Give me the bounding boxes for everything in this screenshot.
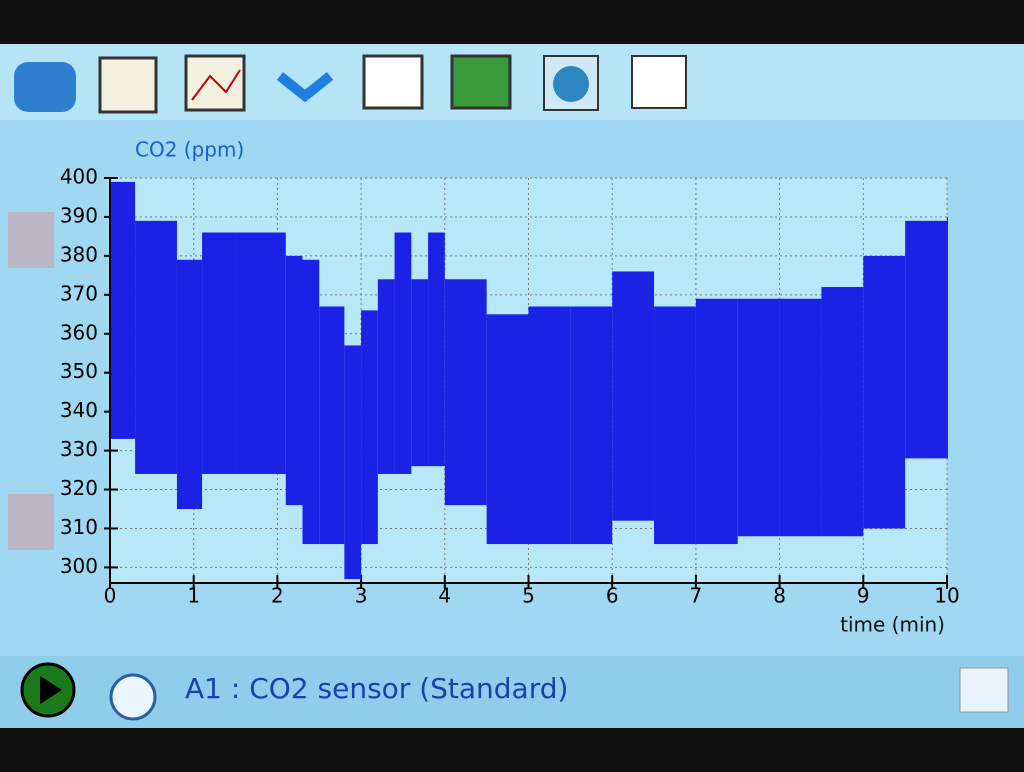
x-tick-label: 2 xyxy=(271,584,284,608)
y-tick-label: 390 xyxy=(60,203,98,227)
range-bar xyxy=(821,287,864,537)
range-bar xyxy=(411,279,429,467)
sensor-label: A1 : CO2 sensor (Standard) xyxy=(185,672,568,705)
y-tick-label: 340 xyxy=(60,398,98,422)
y-tick-label: 330 xyxy=(60,437,98,461)
y-tick-label: 360 xyxy=(60,320,98,344)
tab-image[interactable] xyxy=(450,54,512,110)
x-axis-label: time (min) xyxy=(840,613,945,637)
range-bar xyxy=(428,232,445,467)
tab-meter[interactable] xyxy=(98,56,158,114)
range-bar xyxy=(695,298,738,545)
x-tick-label: 9 xyxy=(857,584,870,608)
tab-notes[interactable] xyxy=(631,55,687,109)
range-bar xyxy=(302,259,320,545)
x-tick-label: 6 xyxy=(606,584,619,608)
y-tick-label: 310 xyxy=(60,515,98,539)
range-bar xyxy=(235,232,286,474)
range-bar xyxy=(779,298,822,537)
status-bar xyxy=(0,656,1024,728)
graph-glyph xyxy=(191,69,241,101)
range-bar xyxy=(444,279,487,506)
range-bar xyxy=(947,216,948,459)
scroll-up-button[interactable] xyxy=(8,212,54,268)
range-bar xyxy=(612,271,655,521)
tab-data[interactable] xyxy=(14,62,76,112)
toolbar-icons xyxy=(14,54,687,114)
home-button[interactable] xyxy=(959,667,1009,713)
x-tick-label: 5 xyxy=(522,584,535,608)
range-bar xyxy=(486,314,529,545)
range-bar xyxy=(377,279,395,474)
y-tick-label: 380 xyxy=(60,242,98,266)
y-tick-label: 350 xyxy=(60,359,98,383)
timer-button[interactable] xyxy=(109,673,157,721)
range-bar xyxy=(319,306,345,545)
x-tick-label: 8 xyxy=(773,584,786,608)
x-tick-label: 10 xyxy=(934,584,959,608)
y-tick-label: 320 xyxy=(60,476,98,500)
x-tick-label: 1 xyxy=(187,584,200,608)
tab-table[interactable] xyxy=(362,54,424,110)
range-bar xyxy=(202,232,236,474)
range-bar xyxy=(135,220,177,474)
range-bar xyxy=(528,306,571,545)
x-tick-label: 4 xyxy=(438,584,451,608)
range-bar xyxy=(905,220,947,459)
range-bar xyxy=(110,181,136,439)
range-bar xyxy=(863,255,906,529)
y-tick-label: 400 xyxy=(60,165,98,189)
play-glyph xyxy=(40,676,62,704)
x-tick-label: 7 xyxy=(690,584,703,608)
range-bar xyxy=(737,298,780,537)
scroll-down-button[interactable] xyxy=(8,494,54,550)
range-bar xyxy=(570,306,613,545)
plot: 300 310 320 330 340 350 360 370 380 390 400 0 1 2 3 4 5 6… xyxy=(60,165,960,608)
tab-graph[interactable] xyxy=(184,54,246,112)
range-bar xyxy=(654,306,696,545)
x-tick-label: 0 xyxy=(104,584,117,608)
toolbar xyxy=(0,44,1024,120)
range-bar xyxy=(361,310,378,545)
y-tick-label: 370 xyxy=(60,281,98,305)
y-tick-label: 300 xyxy=(60,554,98,578)
range-bar xyxy=(394,232,412,474)
range-bar xyxy=(344,345,362,580)
range-bar xyxy=(176,259,203,510)
tab-dropdown[interactable] xyxy=(276,72,334,103)
globe-glyph xyxy=(553,66,589,102)
y-axis-label: CO2 (ppm) xyxy=(135,138,244,162)
x-tick-label: 3 xyxy=(355,584,368,608)
range-bar xyxy=(285,255,303,506)
